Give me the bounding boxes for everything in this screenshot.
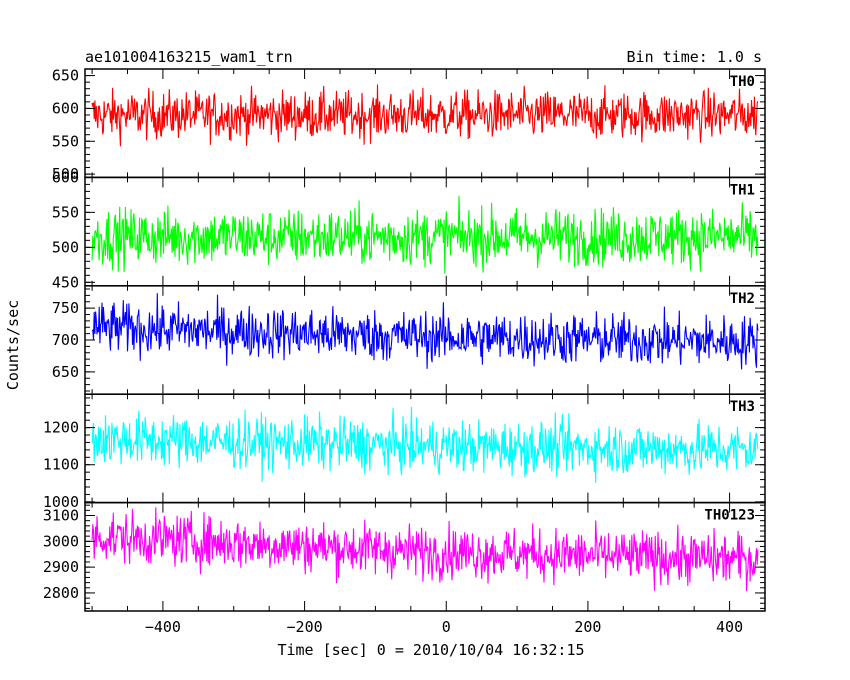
y-tick-label: 3100 xyxy=(43,507,79,525)
panel-label-th0123: TH0123 xyxy=(704,508,755,524)
y-tick-label: 2900 xyxy=(43,558,79,576)
y-tick-label: 500 xyxy=(52,165,79,183)
panel-label-th2: TH2 xyxy=(730,291,755,307)
x-tick-label: 200 xyxy=(574,618,601,636)
y-tick-label: 650 xyxy=(52,363,79,381)
series-line-th3 xyxy=(91,406,759,483)
y-tick-label: 2800 xyxy=(43,584,79,602)
y-axis-label: Counts/sec xyxy=(4,300,22,390)
x-tick-label: 0 xyxy=(442,618,451,636)
series-line-th2 xyxy=(91,293,759,370)
series-line-th0123 xyxy=(91,507,759,592)
x-tick-label: −400 xyxy=(145,618,181,636)
y-tick-label: 500 xyxy=(52,238,79,256)
y-tick-label: 700 xyxy=(52,331,79,349)
y-tick-label: 750 xyxy=(52,299,79,317)
bin-time-label: Bin time: 1.0 s xyxy=(627,48,762,66)
y-tick-label: 3000 xyxy=(43,532,79,550)
panel-label-th3: TH3 xyxy=(730,399,755,415)
x-tick-label: −200 xyxy=(287,618,323,636)
x-tick-label: 400 xyxy=(716,618,743,636)
series-line-th1 xyxy=(91,195,759,274)
x-axis-label: Time [sec] 0 = 2010/10/04 16:32:15 xyxy=(277,641,584,659)
y-tick-label: 1200 xyxy=(43,419,79,437)
y-tick-label: 1000 xyxy=(43,493,79,511)
y-tick-label: 600 xyxy=(52,99,79,117)
y-tick-label: 550 xyxy=(52,132,79,150)
panels-group: 500 550 600 650 TH0 450 500 550 600 TH1 650 700 750 T… xyxy=(43,67,766,636)
panel-label-th0: TH0 xyxy=(730,74,755,90)
y-tick-label: 550 xyxy=(52,203,79,221)
y-tick-label: 650 xyxy=(52,67,79,85)
chart-title: ae101004163215_wam1_trn xyxy=(85,48,293,66)
y-tick-label: 600 xyxy=(52,168,79,186)
y-tick-label: 450 xyxy=(52,273,79,291)
y-tick-label: 1100 xyxy=(43,456,79,474)
series-line-th0 xyxy=(91,84,759,147)
panel-label-th1: TH1 xyxy=(730,182,755,198)
